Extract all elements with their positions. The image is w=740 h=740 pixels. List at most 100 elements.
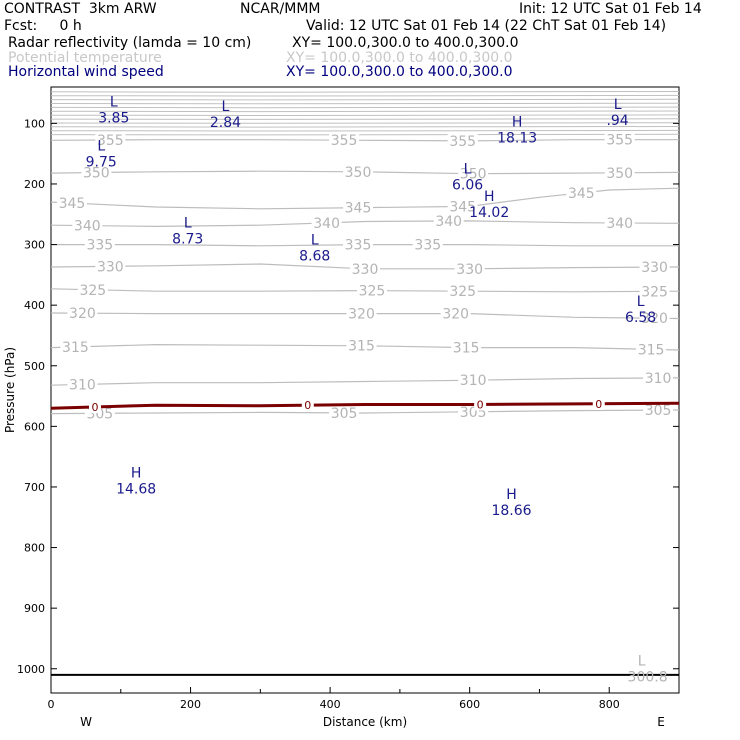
theta-label-bg [636, 341, 667, 357]
y-tick-label: 900 [24, 602, 45, 615]
theta-label-bg [604, 215, 635, 231]
corner-theta-marker: L [638, 654, 646, 670]
wind-extremum-marker: L [311, 233, 319, 249]
field-xy-theta: XY= 100.0,300.0 to 400.0,300.0 [286, 50, 513, 66]
theta-label-bg [350, 260, 380, 276]
theta-label-bg [458, 165, 489, 181]
wind-extremum-marker: L [110, 94, 118, 110]
upper-theta-contour [50, 98, 680, 101]
zero-label-bg [592, 397, 605, 410]
theta-label-330: 330 [641, 260, 668, 276]
theta-label-330: 330 [352, 262, 379, 278]
field-name-reflectivity: Radar reflectivity (lamda = 10 cm) [8, 35, 252, 51]
wind-extremum-marker: H [131, 465, 142, 481]
upper-theta-contour [50, 106, 680, 109]
x-tick-label: 800 [599, 698, 620, 711]
theta-label-bg [346, 305, 377, 321]
theta-label-305: 305 [645, 403, 672, 419]
theta-label-350: 350 [83, 166, 110, 182]
upper-theta-contour [50, 129, 680, 132]
theta-label-355: 355 [606, 133, 633, 149]
theta-label-bg [454, 260, 485, 276]
theta-contour-345 [50, 187, 680, 210]
wind-extremum-value: 2.84 [210, 115, 241, 131]
field-xy-wind: XY= 100.0,300.0 to 400.0,300.0 [286, 64, 513, 80]
wind-extremum-marker: L [222, 99, 230, 115]
theta-label-350: 350 [345, 165, 372, 181]
theta-label-bg [639, 259, 670, 275]
y-tick-label: 500 [24, 360, 45, 373]
y-tick-label: 600 [24, 420, 45, 433]
wind-extremum-value: 6.06 [452, 178, 483, 194]
theta-label-340: 340 [74, 219, 101, 235]
zero-label-bg [474, 398, 487, 411]
theta-contour-310 [50, 377, 680, 386]
y-tick-label: 300 [24, 239, 45, 252]
theta-label-345: 345 [568, 186, 595, 202]
field-xy-reflectivity: XY= 100.0,300.0 to 400.0,300.0 [292, 35, 519, 51]
center-title: NCAR/MMM [240, 1, 321, 17]
x-tick-label: 200 [180, 698, 201, 711]
theta-label-bg [67, 305, 98, 321]
theta-label-bg [329, 132, 360, 148]
wind-extremum-marker: L [97, 139, 105, 155]
upper-theta-contour [50, 110, 680, 113]
theta-label-bg [643, 370, 674, 386]
x-end-label-west: W [80, 715, 92, 729]
theta-label-320: 320 [442, 307, 469, 323]
theta-label-bg [433, 213, 464, 229]
theta-label-bg [447, 132, 478, 148]
theta-label-310: 310 [645, 371, 672, 387]
theta-label-345: 345 [449, 199, 476, 215]
reflectivity-zero-label: 0 [304, 399, 311, 412]
theta-label-bg [343, 163, 374, 179]
theta-label-325: 325 [641, 284, 668, 300]
wind-extremum-value: .94 [606, 113, 628, 129]
upper-theta-contour [50, 114, 680, 117]
forecast-hour: Fcst: 0 h [4, 18, 82, 34]
wind-extremum-value: 14.68 [116, 481, 156, 497]
reflectivity-zero-label: 0 [91, 401, 98, 414]
theta-label-bg [67, 376, 98, 392]
theta-label-bg [440, 305, 471, 321]
theta-label-bg [639, 283, 670, 299]
theta-label-bg [95, 131, 126, 147]
theta-label-350: 350 [606, 166, 633, 182]
wind-extremum-value: 8.68 [299, 249, 330, 265]
y-axis-label: Pressure (hPa) [3, 347, 17, 433]
theta-label-bg [604, 131, 635, 147]
x-axis-label: Distance (km) [323, 715, 407, 729]
theta-label-bg [451, 339, 482, 355]
wind-extremum-marker: H [512, 114, 523, 130]
wind-extremum-value: 6.58 [625, 310, 656, 326]
theta-label-335: 335 [345, 238, 372, 254]
theta-contour-340 [50, 220, 680, 228]
theta-label-305: 305 [331, 406, 358, 422]
theta-label-bg [356, 282, 387, 298]
theta-label-340: 340 [435, 214, 462, 230]
theta-label-330: 330 [97, 259, 124, 275]
theta-label-bg [643, 402, 674, 418]
theta-label-bg [343, 199, 374, 215]
wind-extremum-marker: L [614, 97, 622, 113]
theta-label-340: 340 [606, 216, 633, 232]
y-tick-label: 200 [24, 178, 45, 191]
theta-label-bg [72, 217, 103, 233]
wind-extremum-marker: H [484, 189, 495, 205]
theta-label-355: 355 [449, 134, 476, 150]
wind-extremum-marker: L [184, 216, 192, 232]
upper-theta-contour [50, 118, 680, 120]
theta-label-bg [343, 236, 374, 252]
init-time: Init: 12 UTC Sat 01 Feb 14 [519, 1, 702, 17]
theta-label-335: 335 [86, 238, 113, 254]
reflectivity-zero-label: 0 [595, 398, 602, 411]
model-title: CONTRAST 3km ARW [4, 1, 157, 17]
theta-label-315: 315 [638, 342, 665, 358]
wind-extremum-value: 9.75 [86, 155, 117, 171]
theta-label-bg [95, 258, 126, 274]
theta-contour-305 [50, 409, 680, 415]
theta-label-bg [60, 338, 91, 354]
theta-label-bg [346, 337, 377, 353]
wind-extremum-marker: L [464, 162, 472, 178]
theta-label-bg [566, 184, 597, 200]
